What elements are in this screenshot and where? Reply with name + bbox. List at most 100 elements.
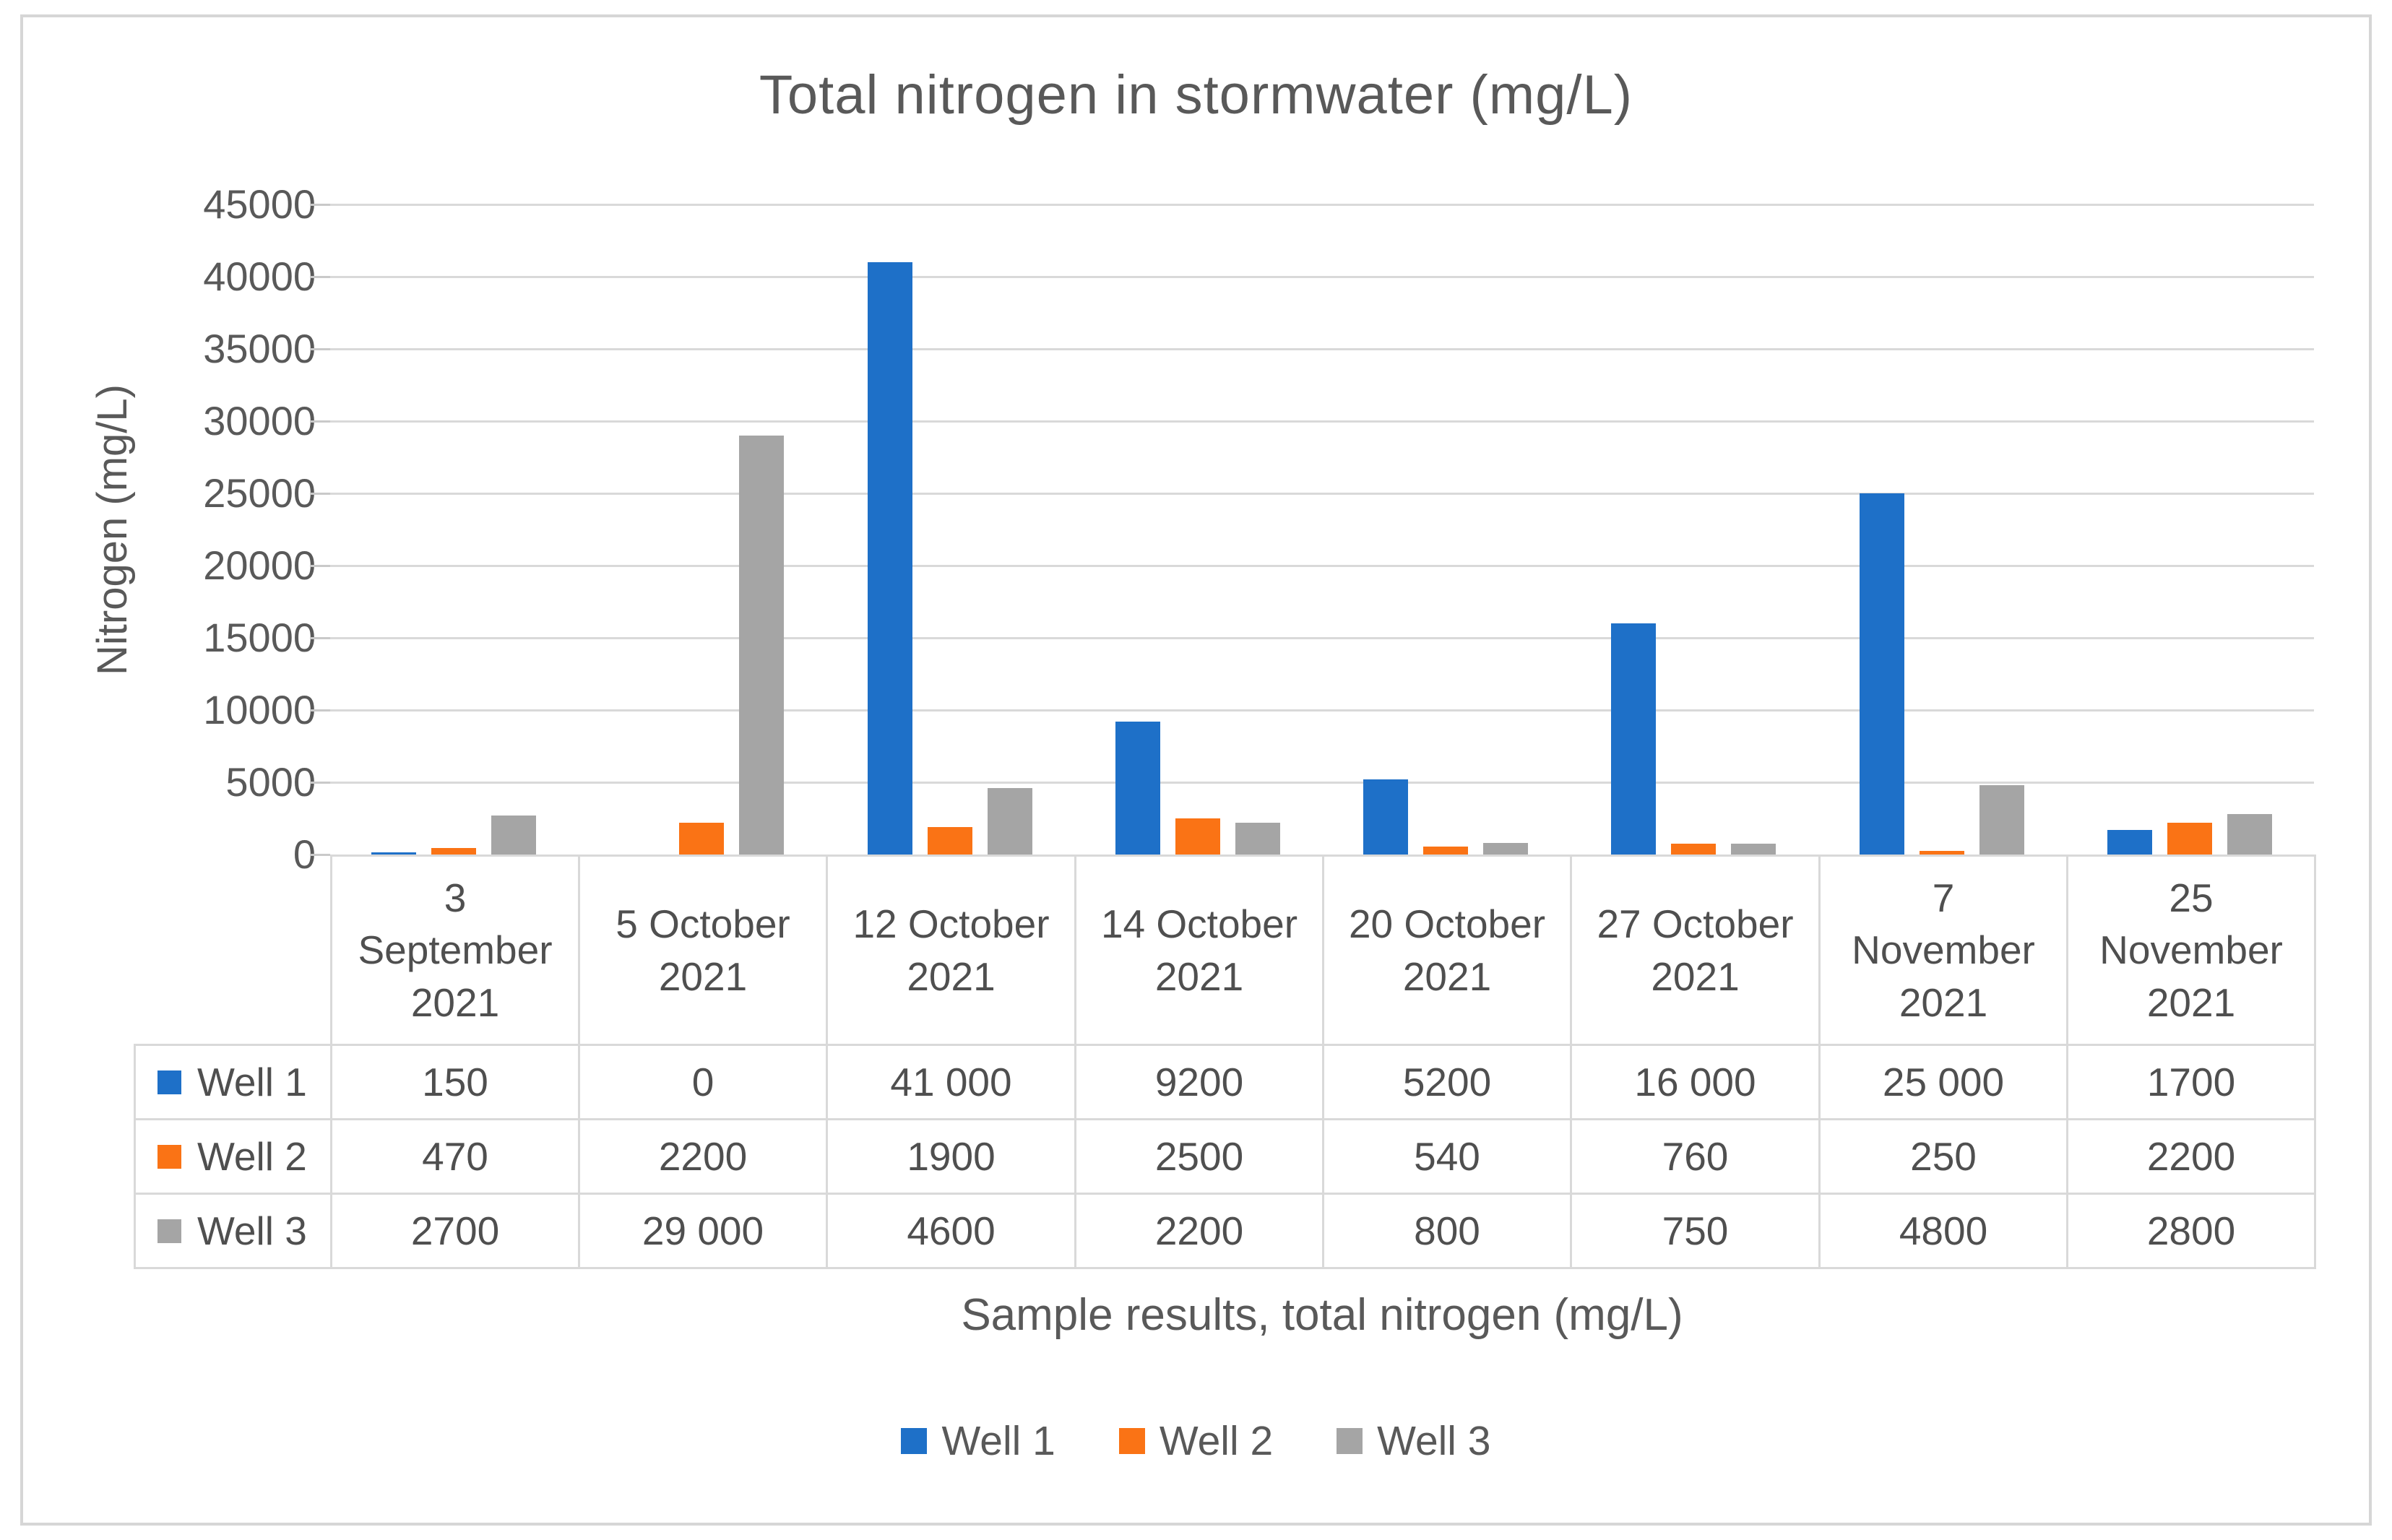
y-tick-mark	[310, 420, 330, 423]
table-category-header-3: 12 October 2021	[826, 855, 1076, 1046]
legend-label: Well 1	[941, 1418, 1055, 1464]
table-cell-r3-c3: 4600	[826, 1193, 1076, 1269]
table-cell-r2-c5: 540	[1322, 1118, 1572, 1195]
table-cell-r2-c1: 470	[330, 1118, 580, 1195]
table-cell-r1-c7: 25 000	[1818, 1044, 2068, 1120]
bar-well1-cat7	[1860, 493, 1904, 855]
table-category-header-4: 14 October 2021	[1074, 855, 1324, 1046]
table-row: Well 2 470 2200 1900 2500 540 760 250 2200	[134, 1118, 2316, 1195]
y-tick-mark	[310, 854, 330, 856]
bar-well1-cat5	[1363, 779, 1408, 855]
table-corner-blank	[135, 856, 332, 1045]
legend-item-well1: Well 1	[901, 1417, 1055, 1465]
bar-well2-cat8	[2167, 823, 2212, 855]
bar-well2-cat6	[1671, 844, 1716, 855]
table-cell-r1-c4: 9200	[1074, 1044, 1324, 1120]
legend-swatch-well2	[1118, 1428, 1145, 1454]
table-row-header-well3: Well 3	[134, 1193, 332, 1269]
table-cell-r1-c2: 0	[578, 1044, 828, 1120]
legend-label: Well 3	[1377, 1418, 1491, 1464]
gridline	[330, 565, 2314, 567]
y-tick-label: 20000	[203, 542, 316, 588]
y-tick-mark	[310, 565, 330, 567]
y-tick-label: 10000	[203, 687, 316, 732]
bar-well3-cat2	[739, 436, 784, 855]
table-row-label: Well 2	[197, 1134, 307, 1179]
table-cell-r2-c4: 2500	[1074, 1118, 1324, 1195]
bar-well2-cat2	[679, 823, 724, 855]
table-cell-r1-c3: 41 000	[826, 1044, 1076, 1120]
table-row-label: Well 3	[197, 1208, 307, 1253]
bar-well2-cat1	[431, 848, 476, 855]
y-tick-label: 35000	[203, 326, 316, 371]
table-cell-r1-c1: 150	[330, 1044, 580, 1120]
table-cell-r2-c3: 1900	[826, 1118, 1076, 1195]
y-tick-mark	[310, 348, 330, 350]
table-cell-r2-c7: 250	[1818, 1118, 2068, 1195]
table-row-header-well1: Well 1	[134, 1044, 332, 1120]
x-axis-caption: Sample results, total nitrogen (mg/L)	[961, 1290, 1683, 1340]
bar-well3-cat6	[1731, 844, 1776, 855]
bar-well3-cat5	[1483, 843, 1528, 855]
gridline	[330, 204, 2314, 206]
bar-well3-cat4	[1235, 823, 1280, 855]
gridline	[330, 276, 2314, 278]
gridline	[330, 709, 2314, 711]
series-swatch-well1	[157, 1070, 181, 1094]
table-category-header-5: 20 October 2021	[1322, 855, 1572, 1046]
gridline	[330, 420, 2314, 423]
bar-well1-cat6	[1611, 623, 1656, 855]
table-cell-r3-c6: 750	[1570, 1193, 1821, 1269]
series-swatch-well3	[157, 1219, 181, 1243]
table-row-header-well2: Well 2	[134, 1118, 332, 1195]
table-row-label: Well 1	[197, 1060, 307, 1104]
table-category-header-8: 25 November 2021	[2066, 855, 2316, 1046]
gridline	[330, 637, 2314, 639]
y-tick-mark	[310, 709, 330, 711]
y-tick-label: 5000	[225, 759, 316, 805]
gridline	[330, 493, 2314, 495]
table-cell-r2-c8: 2200	[2066, 1118, 2316, 1195]
table-category-header-7: 7 November 2021	[1818, 855, 2068, 1046]
table-row: Well 1 150 0 41 000 9200 5200 16 000 25 000 1700	[134, 1044, 2316, 1120]
bar-well2-cat3	[928, 827, 972, 855]
bar-well1-cat3	[868, 262, 912, 855]
legend-swatch-well1	[901, 1428, 928, 1454]
legend-item-well2: Well 2	[1118, 1417, 1273, 1465]
bar-well3-cat7	[1979, 785, 2024, 855]
bar-well3-cat3	[988, 788, 1032, 855]
bar-well1-cat4	[1115, 722, 1160, 855]
table-cell-r2-c6: 760	[1570, 1118, 1821, 1195]
y-tick-mark	[310, 204, 330, 206]
table-cell-r1-c5: 5200	[1322, 1044, 1572, 1120]
y-tick-mark	[310, 637, 330, 639]
bar-well2-cat5	[1423, 847, 1468, 855]
y-tick-label: 25000	[203, 470, 316, 516]
y-tick-mark	[310, 782, 330, 784]
table-cell-r3-c2: 29 000	[578, 1193, 828, 1269]
gridline	[330, 348, 2314, 350]
legend-item-well3: Well 3	[1337, 1417, 1491, 1465]
table-cell-r3-c7: 4800	[1818, 1193, 2068, 1269]
y-tick-label: 45000	[203, 181, 316, 227]
series-swatch-well2	[157, 1144, 181, 1169]
table-category-header-2: 5 October 2021	[578, 855, 828, 1046]
bar-well3-cat8	[2227, 814, 2272, 855]
table-cell-r2-c2: 2200	[578, 1118, 828, 1195]
table-category-header-1: 3 September 2021	[330, 855, 580, 1046]
table-row: Well 3 2700 29 000 4600 2200 800 750 4800 2800	[134, 1193, 2316, 1269]
y-tick-mark	[310, 493, 330, 495]
y-tick-label: 30000	[203, 398, 316, 444]
y-tick-label: 40000	[203, 254, 316, 299]
data-table: 3 September 2021 5 October 2021 12 October…	[134, 855, 2316, 1269]
chart-title: Total nitrogen in stormwater (mg/L)	[759, 64, 1633, 126]
bar-well1-cat8	[2107, 830, 2152, 855]
table-cell-r3-c8: 2800	[2066, 1193, 2316, 1269]
plot-area	[330, 204, 2314, 855]
table-cell-r1-c6: 16 000	[1570, 1044, 1821, 1120]
legend-swatch-well3	[1337, 1428, 1363, 1454]
bar-well1-cat1	[371, 852, 416, 855]
table-cell-r3-c5: 800	[1322, 1193, 1572, 1269]
legend: Well 1 Well 2 Well 3	[0, 1417, 2392, 1465]
